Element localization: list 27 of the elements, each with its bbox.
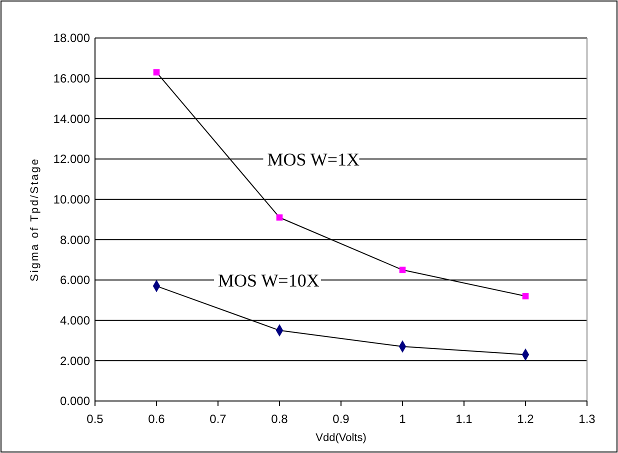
y-tick-label: 0.000 (60, 394, 90, 408)
series-label: MOS W=1X (267, 149, 360, 170)
y-tick-label: 14.000 (53, 112, 90, 126)
y-tick-label: 6.000 (60, 273, 90, 288)
point (399, 266, 406, 274)
x-tick-label: 0.8 (271, 412, 288, 426)
y-tick-label: 2.000 (60, 354, 90, 368)
y-tick-label: 8.000 (60, 232, 90, 247)
x-tick-label: 0.7 (210, 412, 227, 426)
x-tick-label: 1.2 (517, 412, 534, 426)
x-tick-label: 0.6 (148, 412, 166, 426)
y-tick-label: 18.000 (53, 31, 90, 46)
x-tick-label: 1.1 (456, 412, 473, 426)
series-label: MOS W=10X (218, 270, 320, 290)
y-tick-label: 4.000 (60, 314, 90, 328)
x-tick-label: 0.9 (332, 412, 350, 426)
y-tick-label: 16.000 (53, 72, 90, 86)
x-axis-title: Vdd(Volts) (316, 432, 366, 444)
x-tick-label: 1.3 (578, 412, 596, 426)
y-tick-label: 12.000 (53, 152, 90, 166)
x-tick-label: 0.5 (86, 412, 104, 426)
point (276, 214, 283, 221)
y-axis-title: Sigma of Tpd/Stage (29, 157, 41, 282)
point (522, 292, 529, 300)
x-tick-label: 1 (399, 412, 406, 426)
y-tick-label: 10.000 (53, 192, 90, 207)
point (153, 69, 160, 76)
